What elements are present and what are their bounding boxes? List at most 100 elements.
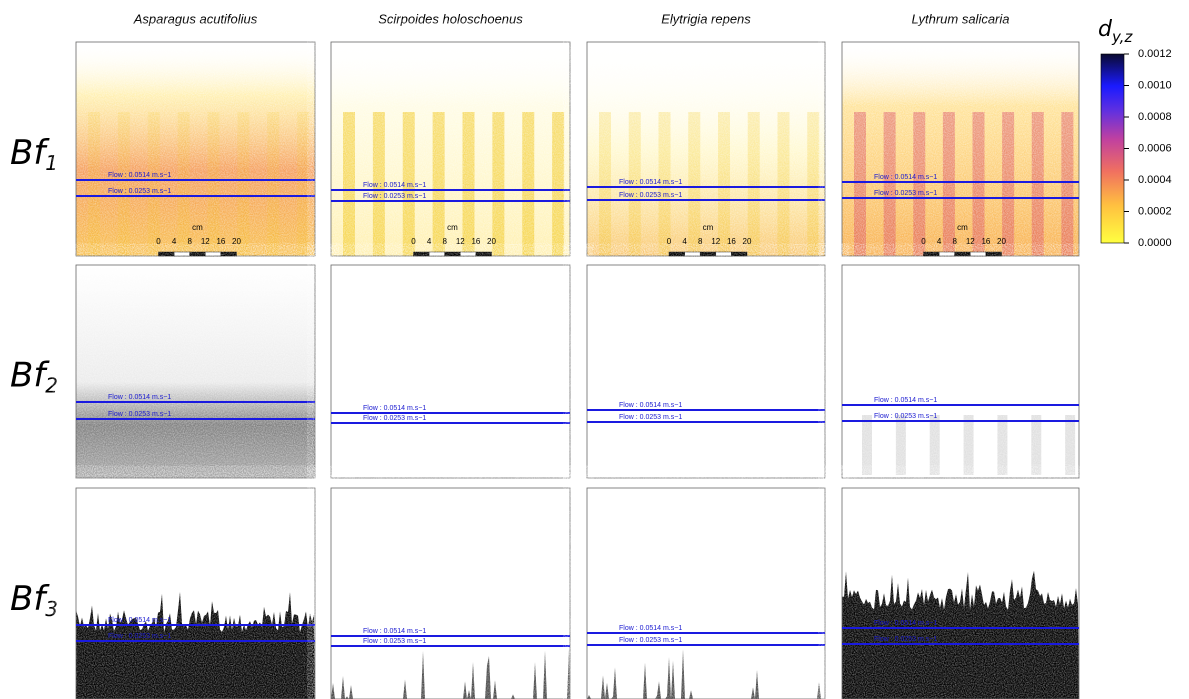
flow-label: Flow : 0.0514 m.s−1 xyxy=(108,394,171,401)
grain xyxy=(331,265,570,478)
scale-bar xyxy=(444,251,461,257)
flow-label: Flow : 0.0514 m.s−1 xyxy=(363,182,426,189)
panel: Flow : 0.0514 m.s−1 Flow : 0.0253 m.s−1 xyxy=(841,264,1080,479)
grain xyxy=(842,488,1079,699)
panel-frame xyxy=(75,487,316,699)
grain xyxy=(331,488,570,699)
flow-label: Flow : 0.0253 m.s−1 xyxy=(363,638,426,645)
scale-bar xyxy=(970,251,987,257)
scale-bar xyxy=(189,251,206,257)
scale-tick: 20 xyxy=(487,237,496,246)
panel-frame xyxy=(330,487,571,699)
panel: Flow : 0.0514 m.s−1 Flow : 0.0253 m.s−1 xyxy=(330,487,571,699)
panel-frame xyxy=(586,264,826,479)
panel: Flow : 0.0514 m.s−1 Flow : 0.0253 m.s−1 xyxy=(586,487,826,699)
row-label: Bf1 xyxy=(10,133,58,175)
colorbar-tick-label: 0.0000 xyxy=(1138,237,1172,249)
flow-label: Flow : 0.0514 m.s−1 xyxy=(874,620,937,627)
column-title: Elytrigia repens xyxy=(661,11,751,26)
column-title: Asparagus acutifolius xyxy=(133,11,258,26)
scale-unit: cm xyxy=(447,223,458,232)
flow-label: Flow : 0.0253 m.s−1 xyxy=(108,411,171,418)
panel: Flow : 0.0514 m.s−1 Flow : 0.0253 m.s−1 cm… xyxy=(75,41,316,257)
flow-label: Flow : 0.0514 m.s−1 xyxy=(874,397,937,404)
colorbar-tick-label: 0.0010 xyxy=(1138,79,1172,91)
row-label-subscript: 1 xyxy=(45,151,58,175)
scale-tick: 8 xyxy=(952,237,957,246)
panel: Flow : 0.0514 m.s−1 Flow : 0.0253 m.s−1 xyxy=(75,487,316,699)
scale-bar xyxy=(699,251,717,257)
panel-frame xyxy=(586,487,826,699)
colorbar-title: dy,z xyxy=(1098,17,1133,46)
row-label-main: Bf xyxy=(10,579,50,619)
scale-tick: 4 xyxy=(937,237,942,246)
scale-tick: 20 xyxy=(232,237,241,246)
scale-bar xyxy=(715,251,732,257)
row-label: Bf2 xyxy=(10,355,58,397)
scale-tick: 16 xyxy=(981,237,990,246)
scale-tick: 12 xyxy=(966,237,975,246)
flow-label: Flow : 0.0514 m.s−1 xyxy=(108,172,171,179)
scale-tick: 8 xyxy=(187,237,192,246)
row-label-main: Bf xyxy=(10,355,50,395)
scale-tick: 0 xyxy=(921,237,926,246)
grain xyxy=(842,42,1079,256)
scale-tick: 4 xyxy=(172,237,177,246)
scale-bar xyxy=(460,251,477,257)
row-label-subscript: 2 xyxy=(45,373,58,397)
grain xyxy=(331,42,570,256)
row-label-main: Bf xyxy=(10,133,50,173)
flow-label: Flow : 0.0253 m.s−1 xyxy=(619,192,682,199)
scale-tick: 12 xyxy=(456,237,465,246)
scale-bar xyxy=(731,251,748,257)
column-title: Scirpoides holoschoenus xyxy=(378,11,523,26)
flow-label: Flow : 0.0514 m.s−1 xyxy=(619,179,682,186)
scale-bar xyxy=(158,251,175,257)
flow-label: Flow : 0.0514 m.s−1 xyxy=(874,174,937,181)
grain xyxy=(587,265,825,478)
scale-tick: 16 xyxy=(216,237,225,246)
scale-bar xyxy=(938,251,955,257)
grain xyxy=(587,42,825,256)
flow-label: Flow : 0.0253 m.s−1 xyxy=(619,414,682,421)
panel-frame xyxy=(75,264,316,479)
row-label-subscript: 3 xyxy=(45,597,58,621)
scale-bar xyxy=(985,251,1002,257)
column-title: Lythrum salicaria xyxy=(911,11,1009,26)
scale-tick: 4 xyxy=(427,237,432,246)
panel: Flow : 0.0514 m.s−1 Flow : 0.0253 m.s−1 cm… xyxy=(586,41,826,257)
panel-frame xyxy=(841,487,1080,699)
scale-tick: 20 xyxy=(743,237,752,246)
scale-tick: 12 xyxy=(711,237,720,246)
scale-unit: cm xyxy=(703,223,714,232)
panel: Flow : 0.0514 m.s−1 Flow : 0.0253 m.s−1 cm… xyxy=(330,41,571,257)
flow-label: Flow : 0.0514 m.s−1 xyxy=(619,402,682,409)
flow-label: Flow : 0.0253 m.s−1 xyxy=(108,633,171,640)
flow-label: Flow : 0.0514 m.s−1 xyxy=(363,405,426,412)
scale-tick: 0 xyxy=(156,237,161,246)
scale-bar xyxy=(173,251,190,257)
flow-label: Flow : 0.0514 m.s−1 xyxy=(363,628,426,635)
panel: Flow : 0.0514 m.s−1 Flow : 0.0253 m.s−1 xyxy=(330,264,571,479)
scale-tick: 0 xyxy=(667,237,672,246)
panel: Flow : 0.0514 m.s−1 Flow : 0.0253 m.s−1 cm… xyxy=(841,41,1080,257)
scale-bar xyxy=(668,251,685,257)
scale-tick: 20 xyxy=(997,237,1006,246)
flow-label: Flow : 0.0253 m.s−1 xyxy=(619,637,682,644)
scale-tick: 8 xyxy=(698,237,703,246)
scale-tick: 0 xyxy=(411,237,416,246)
flow-label: Flow : 0.0514 m.s−1 xyxy=(108,617,171,624)
colorbar-tick-label: 0.0002 xyxy=(1138,205,1172,217)
flow-label: Flow : 0.0253 m.s−1 xyxy=(363,415,426,422)
flow-label: Flow : 0.0253 m.s−1 xyxy=(874,636,937,643)
scale-bar xyxy=(475,251,492,257)
scale-tick: 16 xyxy=(471,237,480,246)
grain xyxy=(76,42,315,256)
scale-bar xyxy=(923,251,940,257)
scale-tick: 16 xyxy=(727,237,736,246)
colorbar xyxy=(1100,53,1125,244)
scale-tick: 8 xyxy=(442,237,447,246)
colorbar-title-main: d xyxy=(1098,17,1113,42)
grain xyxy=(842,265,1079,478)
